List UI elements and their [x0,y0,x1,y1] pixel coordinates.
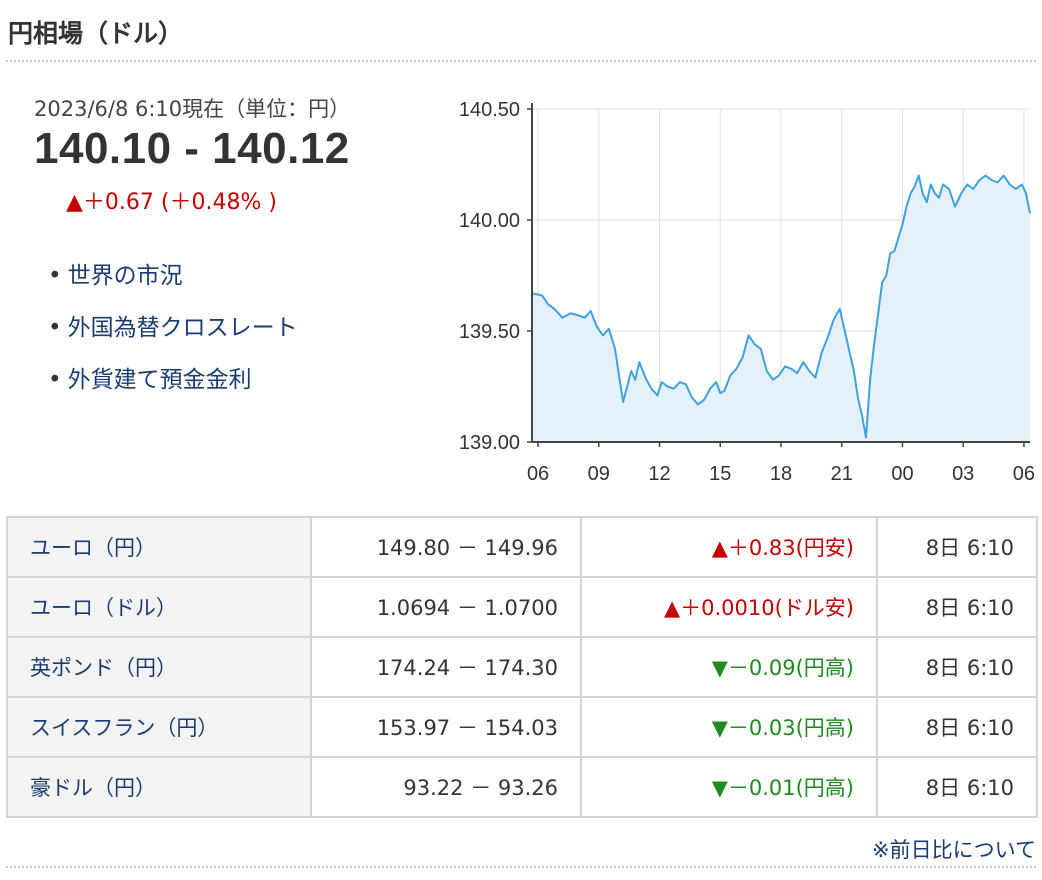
update-time: 8日 6:10 [876,576,1038,638]
y-tick-label: 139.50 [459,321,520,343]
y-tick-label: 139.00 [459,432,520,454]
bid-ask: 1.0694 － 1.0700 [310,576,582,638]
bid-ask: 93.22 － 93.26 [310,756,582,818]
bid-ask: 153.97 － 154.03 [310,696,582,758]
bid-ask: 149.80 － 149.96 [310,516,582,578]
usdjpy-line [531,174,1031,439]
currency-name: 豪ドル（円） [6,756,312,818]
link-item: • 世界の市況 [48,256,298,308]
currency-name: 英ポンド（円） [6,636,312,698]
link-item: • 外国為替クロスレート [48,308,298,360]
bullet-icon: • [48,367,62,393]
quote-change: ▲＋0.67 (＋0.48% ) [66,190,277,215]
rates-table: ユーロ（円） 149.80 － 149.96 ▲＋0.83(円安) 8日 6:1… [6,516,1038,818]
x-tick-label: 21 [831,463,853,485]
note-link[interactable]: ※前日比について [872,838,1036,862]
x-tick-label: 09 [588,463,610,485]
link-deposit-rates[interactable]: 外貨建て預金金利 [67,367,252,393]
table-row: ユーロ（ドル） 1.0694 － 1.0700 ▲＋0.0010(ドル安) 8日… [6,576,1038,638]
currency-name: スイスフラン（円） [6,696,312,758]
update-time: 8日 6:10 [876,696,1038,758]
y-tick-label: 140.50 [459,99,520,121]
y-tick-label: 140.00 [459,210,520,232]
rate-change: ▼－0.01(円高) [580,756,878,818]
table-row: 豪ドル（円） 93.22 － 93.26 ▼－0.01(円高) 8日 6:10 [6,756,1038,818]
currency-name: ユーロ（ドル） [6,576,312,638]
bullet-icon: • [48,315,62,341]
update-time: 8日 6:10 [876,756,1038,818]
related-links: • 世界の市況 • 外国為替クロスレート • 外貨建て預金金利 [48,256,298,412]
divider [6,866,1036,868]
link-item: • 外貨建て預金金利 [48,360,298,412]
x-tick-label: 06 [527,463,549,485]
table-row: ユーロ（円） 149.80 － 149.96 ▲＋0.83(円安) 8日 6:1… [6,516,1038,578]
x-tick-label: 06 [1013,463,1035,485]
link-world-markets[interactable]: 世界の市況 [67,263,183,289]
x-tick-label: 18 [770,463,792,485]
area-fill [532,175,1030,442]
rate-change: ▼－0.09(円高) [580,636,878,698]
divider [6,60,1036,62]
bid-ask: 174.24 － 174.30 [310,636,582,698]
currency-name: ユーロ（円） [6,516,312,578]
quote-price: 140.10 - 140.12 [34,124,350,173]
usdjpy-chart: 140.50 140.00 139.50 139.00 06 09 12 15 18 21 00 03… [459,99,1035,485]
x-tick-label: 00 [891,463,913,485]
update-time: 8日 6:10 [876,516,1038,578]
x-tick-label: 15 [709,463,731,485]
table-row: スイスフラン（円） 153.97 － 154.03 ▼－0.03(円高) 8日 … [6,696,1038,758]
bullet-icon: • [48,263,62,289]
update-time: 8日 6:10 [876,636,1038,698]
rate-change: ▲＋0.83(円安) [580,516,878,578]
rate-change: ▲＋0.0010(ドル安) [580,576,878,638]
x-tick-label: 03 [952,463,974,485]
quote-timestamp: 2023/6/8 6:10現在（単位：円） [34,97,351,121]
rate-change: ▼－0.03(円高) [580,696,878,758]
table-row: 英ポンド（円） 174.24 － 174.30 ▼－0.09(円高) 8日 6:… [6,636,1038,698]
link-cross-rates[interactable]: 外国為替クロスレート [67,315,298,341]
page-title: 円相場（ドル） [8,19,184,48]
x-tick-label: 12 [648,463,670,485]
